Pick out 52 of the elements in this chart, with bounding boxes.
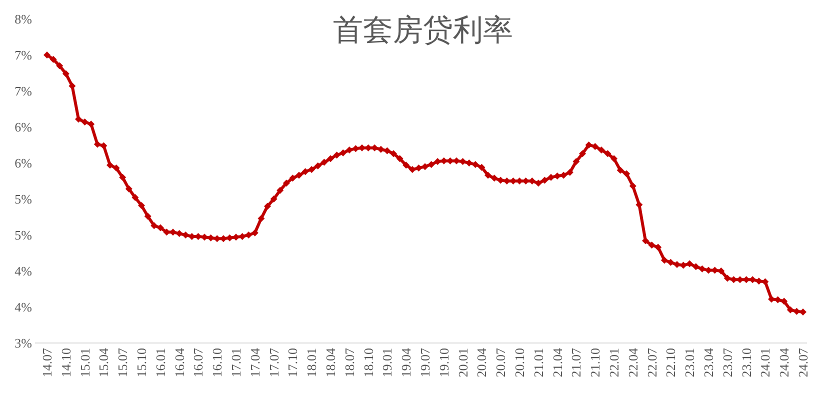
x-tick-label: 16.04 xyxy=(172,348,187,378)
x-tick-label: 17.07 xyxy=(266,348,282,378)
y-tick-label: 5% xyxy=(14,192,32,206)
x-tick-label: 18.04 xyxy=(323,348,338,378)
x-tick-label: 14.10 xyxy=(58,348,74,378)
x-tick-label: 19.10 xyxy=(436,348,452,378)
x-tick-label: 22.01 xyxy=(606,348,622,378)
x-tick-label: 20.01 xyxy=(455,348,470,378)
x-tick-label: 15.04 xyxy=(96,348,112,378)
x-tick-label: 16.10 xyxy=(210,348,225,378)
x-tick-label: 22.04 xyxy=(625,348,640,378)
x-tick-label: 16.07 xyxy=(190,348,206,378)
x-tick-label: 14.07 xyxy=(40,348,54,378)
x-tick-label: 20.10 xyxy=(512,348,527,378)
x-tick-label: 21.07 xyxy=(568,348,584,378)
x-tick-label: 19.07 xyxy=(418,348,432,378)
x-tick-label: 24.07 xyxy=(796,348,810,378)
x-tick-label: 22.10 xyxy=(663,348,678,378)
y-tick-label: 4% xyxy=(14,264,32,278)
x-tick-label: 21.10 xyxy=(588,348,603,378)
x-tick-label: 23.01 xyxy=(682,348,698,378)
y-tick-label: 6% xyxy=(14,156,32,170)
x-tick-label: 19.04 xyxy=(398,348,414,378)
x-tick-label: 17.04 xyxy=(247,348,262,378)
y-tick-label: 4% xyxy=(14,300,32,314)
y-tick-label: 8% xyxy=(14,12,32,26)
x-tick-label: 22.07 xyxy=(644,348,660,378)
x-tick-label: 23.07 xyxy=(720,348,735,378)
x-tick-label: 16.01 xyxy=(152,348,168,378)
x-tick-label: 15.10 xyxy=(134,348,149,378)
x-tick-label: 23.04 xyxy=(701,348,716,378)
chart-title: 首套房贷利率 xyxy=(333,14,513,47)
y-tick-label: 3% xyxy=(14,336,32,350)
x-tick-label: 23.10 xyxy=(738,348,754,378)
y-tick-label: 7% xyxy=(14,48,32,62)
y-tick-label: 6% xyxy=(14,120,32,134)
x-tick-label: 19.01 xyxy=(380,348,395,378)
x-tick-label: 20.07 xyxy=(493,348,508,378)
x-tick-label: 20.04 xyxy=(474,348,490,378)
x-tick-label: 21.01 xyxy=(530,348,546,378)
x-tick-label: 18.07 xyxy=(342,348,357,378)
x-tick-label: 21.04 xyxy=(550,348,565,378)
x-tick-label: 17.01 xyxy=(228,348,244,378)
x-tick-label: 24.04 xyxy=(776,348,792,378)
y-tick-label: 5% xyxy=(14,228,32,242)
x-tick-label: 15.07 xyxy=(115,348,130,378)
x-tick-label: 17.10 xyxy=(285,348,300,378)
x-tick-label: 15.01 xyxy=(77,348,92,378)
x-tick-label: 18.10 xyxy=(360,348,376,378)
x-tick-label: 18.01 xyxy=(304,348,320,378)
y-tick-label: 7% xyxy=(14,84,32,98)
x-tick-label: 24.01 xyxy=(758,348,773,378)
